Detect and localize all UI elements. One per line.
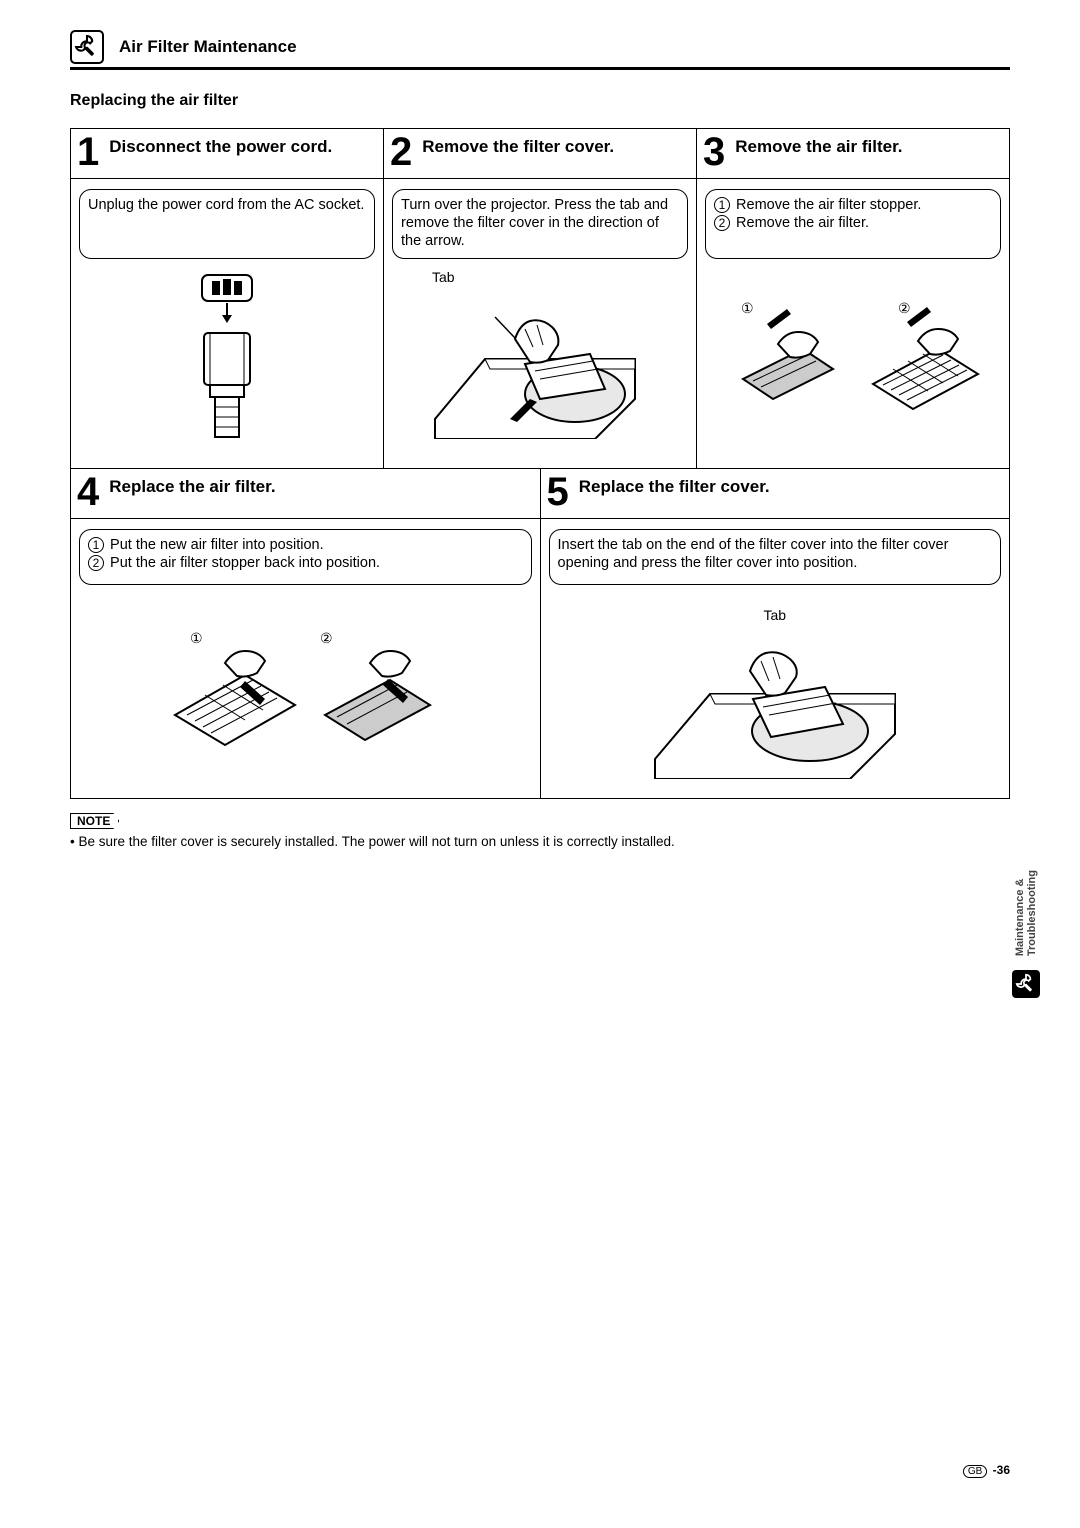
step-description: 1 Put the new air filter into position. … bbox=[79, 529, 532, 585]
step-title: Disconnect the power cord. bbox=[109, 133, 332, 157]
svg-text:②: ② bbox=[320, 630, 333, 646]
maintenance-icon bbox=[70, 30, 104, 64]
step-number: 3 bbox=[703, 133, 725, 171]
step-2: 2 Remove the filter cover. Turn over the… bbox=[384, 129, 697, 469]
list-item: Remove the air filter stopper. bbox=[736, 197, 921, 213]
step-title: Remove the filter cover. bbox=[422, 133, 614, 157]
tab-label: Tab bbox=[763, 607, 786, 623]
step-description: Turn over the projector. Press the tab a… bbox=[392, 189, 688, 259]
circled-1: 1 bbox=[714, 197, 730, 213]
maintenance-icon-small bbox=[1012, 970, 1040, 998]
region-code: GB bbox=[963, 1465, 987, 1478]
svg-text:①: ① bbox=[741, 300, 754, 316]
list-item: Put the air filter stopper back into pos… bbox=[110, 555, 380, 571]
remove-filter-illustration: ① ② bbox=[705, 299, 1001, 429]
page-number: GB -36 bbox=[963, 1463, 1010, 1478]
step-1: 1 Disconnect the power cord. Unplug the … bbox=[71, 129, 384, 469]
note-label: NOTE bbox=[70, 813, 119, 829]
svg-text:①: ① bbox=[190, 630, 203, 646]
step-description: 1 Remove the air filter stopper. 2 Remov… bbox=[705, 189, 1001, 259]
replace-filter-illustration: ① ② bbox=[79, 625, 532, 755]
circled-1: 1 bbox=[88, 537, 104, 553]
step-number: 4 bbox=[77, 473, 99, 511]
section-title: Air Filter Maintenance bbox=[119, 37, 297, 57]
remove-cover-illustration bbox=[392, 299, 688, 439]
steps-row-top: 1 Disconnect the power cord. Unplug the … bbox=[70, 128, 1010, 469]
svg-text:②: ② bbox=[898, 300, 911, 316]
page-num-value: 36 bbox=[997, 1463, 1010, 1477]
step-title: Replace the filter cover. bbox=[579, 473, 770, 497]
step-title: Replace the air filter. bbox=[109, 473, 275, 497]
replace-cover-illustration bbox=[549, 639, 1002, 779]
step-description: Unplug the power cord from the AC socket… bbox=[79, 189, 375, 259]
step-number: 1 bbox=[77, 133, 99, 171]
step-number: 5 bbox=[547, 473, 569, 511]
plug-illustration bbox=[79, 273, 375, 443]
circled-2: 2 bbox=[88, 555, 104, 571]
list-item: Put the new air filter into position. bbox=[110, 537, 324, 553]
step-5: 5 Replace the filter cover. Insert the t… bbox=[541, 469, 1011, 799]
page-header: Air Filter Maintenance bbox=[70, 30, 1010, 70]
tab-label: Tab bbox=[432, 269, 688, 285]
side-tab: Maintenance & Troubleshooting bbox=[1012, 870, 1040, 998]
step-title: Remove the air filter. bbox=[735, 133, 902, 157]
step-4: 4 Replace the air filter. 1 Put the new … bbox=[71, 469, 541, 799]
step-number: 2 bbox=[390, 133, 412, 171]
circled-2: 2 bbox=[714, 215, 730, 231]
step-3: 3 Remove the air filter. 1 Remove the ai… bbox=[697, 129, 1010, 469]
side-tab-line1: Maintenance & bbox=[1014, 879, 1026, 957]
subtitle: Replacing the air filter bbox=[70, 92, 1010, 110]
side-tab-line2: Troubleshooting bbox=[1026, 870, 1038, 956]
steps-row-bottom: 4 Replace the air filter. 1 Put the new … bbox=[70, 469, 1010, 799]
note-text: • Be sure the filter cover is securely i… bbox=[70, 834, 1010, 849]
side-tab-text: Maintenance & Troubleshooting bbox=[1014, 870, 1038, 956]
list-item: Remove the air filter. bbox=[736, 215, 869, 231]
step-description: Insert the tab on the end of the filter … bbox=[549, 529, 1002, 585]
